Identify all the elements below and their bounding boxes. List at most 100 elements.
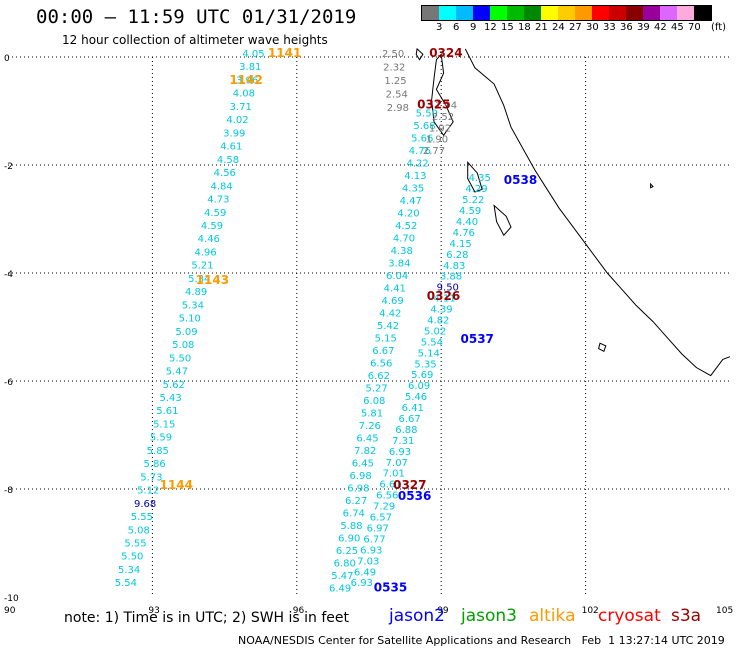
wave-height-value: 7.31 [392, 436, 414, 447]
wave-height-value: 4.22 [406, 158, 428, 169]
pass-label: 0327 [393, 478, 426, 492]
wave-height-value: 6.62 [368, 371, 390, 382]
wave-height-value: 6.61 [379, 480, 401, 491]
wave-height-value: 6.45 [352, 459, 374, 470]
wave-height-value: 4.29 [465, 184, 487, 195]
wave-height-value: 4.84 [210, 181, 232, 192]
wave-height-value: 3.71 [230, 102, 252, 113]
wave-height-value: 6.74 [343, 509, 365, 520]
pass-label: 1143 [196, 273, 229, 287]
wave-height-value: 4.15 [449, 239, 471, 250]
wave-height-value: 4.52 [395, 221, 417, 232]
wave-height-value: 5.08 [172, 340, 194, 351]
wave-height-value: 2.54 [386, 90, 408, 101]
wave-height-value: 2.52 [432, 112, 454, 123]
legend-jason2: jason2 [389, 606, 445, 626]
color-swatch [677, 6, 694, 20]
pass-label: 0538 [504, 173, 537, 187]
wave-height-value: 7.03 [357, 556, 379, 567]
wave-height-value: 4.02 [226, 115, 248, 126]
island-outline [415, 47, 424, 61]
wave-height-value: 4.05 [242, 49, 264, 60]
wave-height-value: 5.15 [153, 419, 175, 430]
page-subtitle: 12 hour collection of altimeter wave hei… [62, 33, 328, 47]
wave-height-value: 3.96 [236, 76, 258, 87]
legend-jason3: jason3 [461, 606, 517, 626]
wave-height-value: 4.61 [220, 142, 242, 153]
wave-height-value: 5.54 [421, 337, 443, 348]
color-tick-label: 24 [552, 22, 565, 33]
color-tick-label: 27 [569, 22, 582, 33]
wave-height-value: 6.56 [370, 359, 392, 370]
color-swatch [626, 6, 643, 20]
wave-height-value: 5.42 [377, 321, 399, 332]
wave-height-value: 5.47 [331, 571, 353, 582]
wave-height-value: 1.94 [435, 100, 457, 111]
wave-height-value: 5.15 [375, 334, 397, 345]
wave-height-value: 5.27 [365, 384, 387, 395]
color-tick-label: 12 [484, 22, 497, 33]
wave-height-value: 4.76 [453, 228, 475, 239]
wave-height-value: 6.56 [376, 491, 398, 502]
wave-height-value: 3.84 [388, 259, 410, 270]
color-tick-label: 3 [436, 22, 443, 33]
wave-height-value: 6.88 [395, 425, 417, 436]
color-swatch [507, 6, 524, 20]
color-tick-label: 39 [637, 22, 650, 33]
wave-height-value: 6.67 [398, 414, 420, 425]
wave-height-value: 6.93 [389, 447, 411, 458]
longitude-label: 96 [293, 606, 305, 616]
wave-height-value: 4.47 [400, 196, 422, 207]
longitude-label: 93 [148, 606, 159, 616]
wave-height-value: 5.81 [361, 409, 383, 420]
color-legend-swatches [421, 5, 712, 21]
color-swatch [456, 6, 473, 20]
color-swatch [660, 6, 677, 20]
wave-height-value: 6.77 [363, 534, 385, 545]
wave-height-value: 4.42 [379, 309, 401, 320]
island-outline [493, 204, 512, 237]
color-tick-label: 6 [453, 22, 460, 33]
wave-height-value: 4.38 [391, 246, 413, 257]
wave-height-value: 5.55 [124, 539, 146, 550]
wave-height-value: 5.35 [414, 359, 436, 370]
wave-height-value: 4.59 [201, 221, 223, 232]
wave-height-value: 6.93 [351, 578, 373, 589]
latitude-label: -8 [4, 486, 13, 496]
wave-height-value: 4.73 [207, 195, 229, 206]
wave-height-value: 6.97 [367, 524, 389, 535]
color-tick-label: 21 [535, 22, 548, 33]
pass-label: 0537 [461, 332, 494, 346]
wave-height-value: 4.11 [433, 294, 455, 305]
island-outline [650, 182, 654, 189]
wave-height-value: 5.10 [179, 314, 201, 325]
longitude-label: 105 [716, 606, 733, 616]
wave-height-value: 5.02 [424, 326, 446, 337]
legend-s3a: s3a [671, 606, 702, 626]
wave-height-value: 6.57 [370, 513, 392, 524]
wave-height-value: 2.77 [423, 146, 445, 157]
wave-height-value: 2.32 [383, 63, 405, 74]
wave-height-value: 7.82 [354, 446, 376, 457]
wave-height-value: 4.35 [402, 183, 424, 194]
color-tick-label: 9 [470, 22, 477, 33]
lat-lon-grid [8, 56, 730, 597]
wave-height-value: 6.90 [338, 534, 360, 545]
color-tick-label: 15 [501, 22, 514, 33]
wave-height-value: 6.80 [334, 559, 356, 570]
wave-height-value: 4.56 [214, 168, 236, 179]
wave-height-value: 5.50 [169, 353, 191, 364]
wave-height-value: 3.81 [239, 62, 261, 73]
pass-label: 0326 [427, 289, 460, 303]
wave-height-value: 5.46 [405, 392, 427, 403]
wave-height-value: 3.88 [440, 272, 462, 283]
wave-height-value: 5.43 [159, 393, 181, 404]
sumatra-coastline [464, 48, 731, 377]
wave-height-value: 4.69 [381, 296, 403, 307]
wave-height-value: 4.89 [185, 287, 207, 298]
wave-height-value: 4.35 [469, 173, 491, 184]
color-swatch [524, 6, 541, 20]
wave-height-value: 5.61 [156, 406, 178, 417]
color-tick-label: 70 [688, 22, 701, 33]
color-tick-label: 45 [671, 22, 684, 33]
